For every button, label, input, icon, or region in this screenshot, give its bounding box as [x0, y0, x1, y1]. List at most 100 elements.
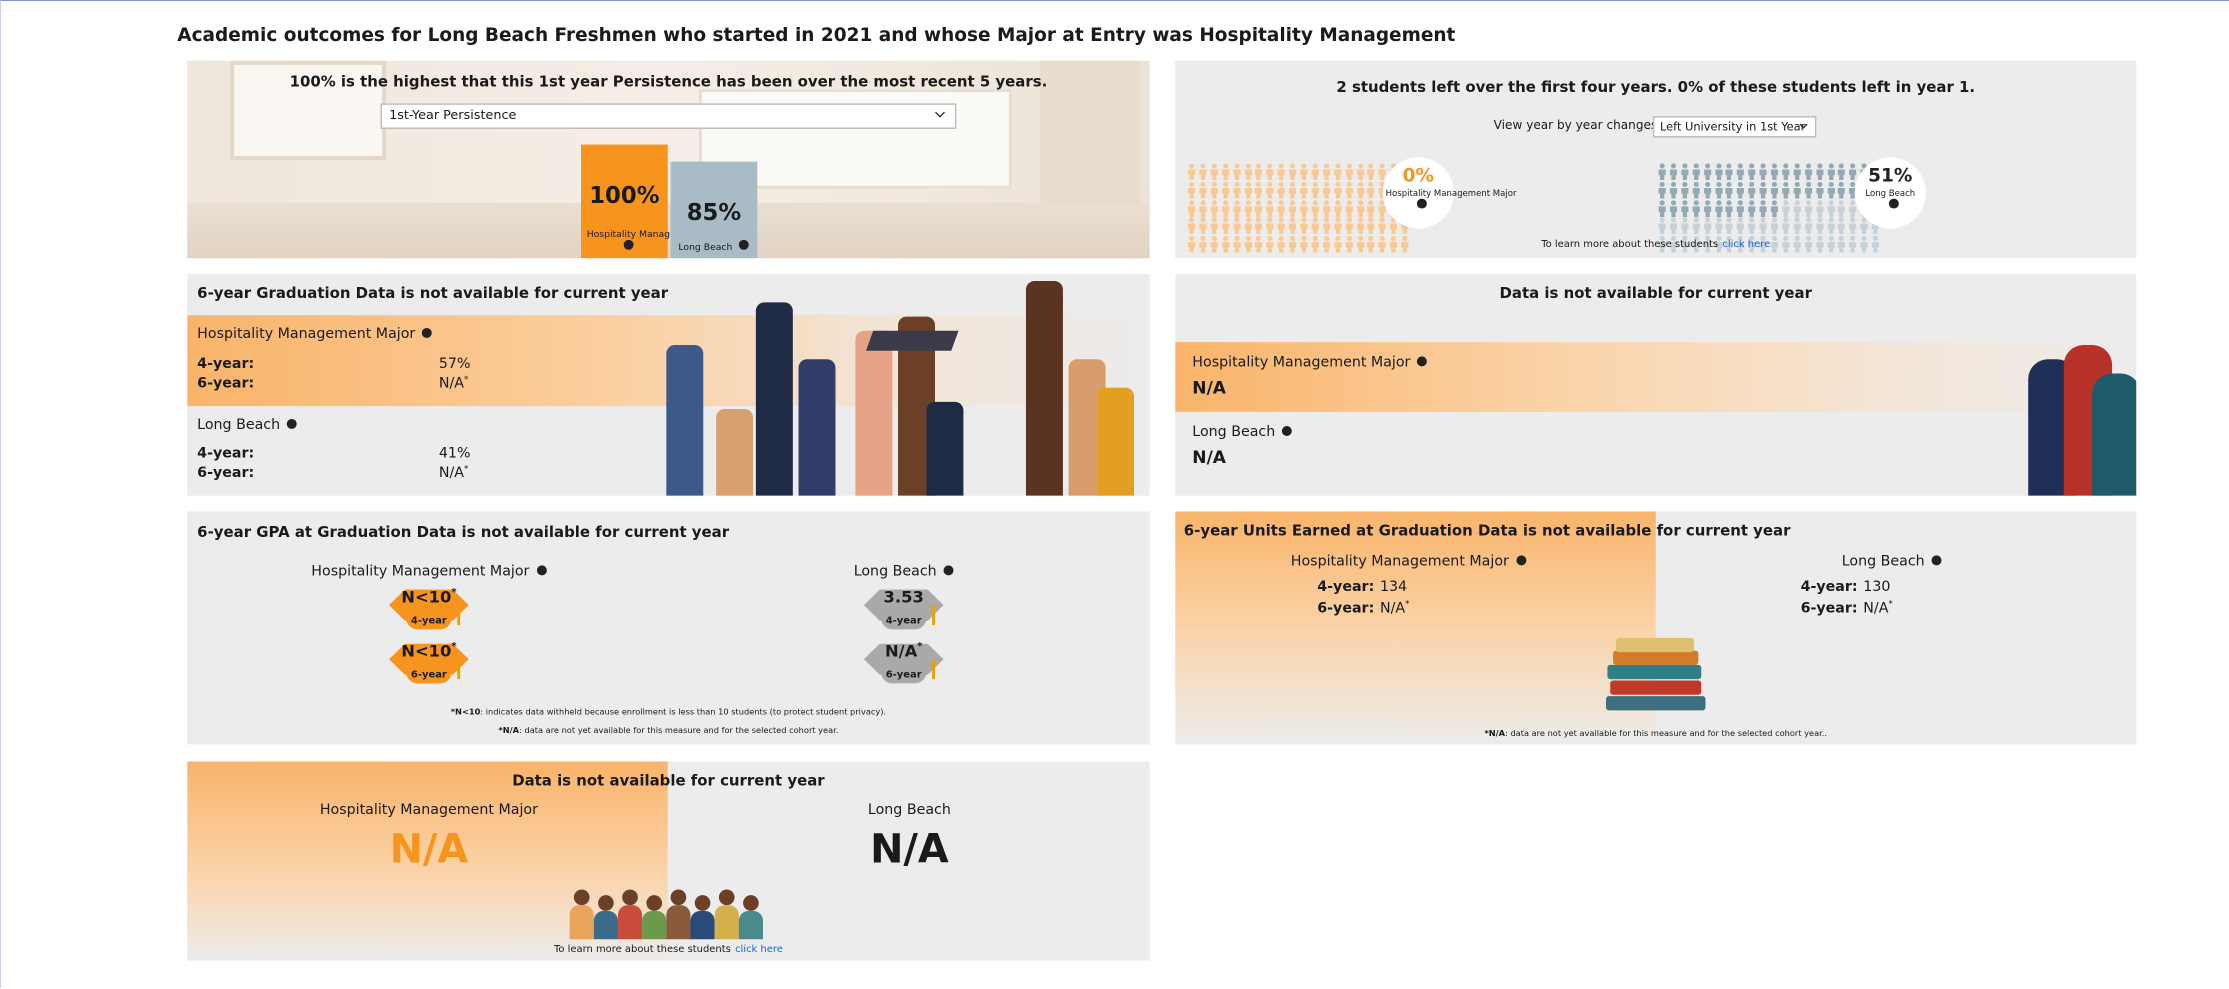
person-icon [1378, 236, 1387, 253]
person-icon [1658, 181, 1666, 199]
person-icon [1232, 199, 1241, 217]
person-icon [1334, 236, 1342, 253]
person-icon [1714, 163, 1722, 181]
person-icon [1244, 236, 1252, 253]
panel: 2 students left over the first four year… [1175, 60, 2137, 259]
person-icon [1300, 163, 1308, 181]
band [1175, 342, 2137, 412]
row-value-text: 57% [438, 356, 471, 373]
cap-year: 4-year [410, 615, 447, 627]
dropdown[interactable]: 1st-Year Persistence [380, 103, 957, 129]
person-icon [1390, 236, 1398, 253]
person-icon [1367, 181, 1375, 199]
person-icon [1748, 236, 1756, 253]
footnote-mark: * [1405, 599, 1410, 609]
person-icon [1759, 217, 1767, 235]
person-icon [1793, 236, 1801, 253]
person-icon [1804, 163, 1812, 181]
person-icon [1692, 181, 1700, 199]
group-value: N/A [1192, 447, 1227, 468]
footnote-term: *N<10 [450, 708, 481, 718]
tassel [457, 605, 461, 626]
band [1175, 511, 1656, 745]
person-icon [1378, 217, 1387, 235]
person-icon [1188, 163, 1196, 181]
person-icon [1804, 217, 1812, 235]
person-icon [1849, 163, 1857, 181]
tassel [457, 659, 461, 680]
cap-base [406, 609, 452, 630]
headline: Data is not available for current year [512, 772, 825, 790]
person-icon [1255, 217, 1263, 235]
person-icon [1692, 163, 1700, 181]
person-icon [1815, 236, 1823, 253]
bar-name-text: Long Beach [678, 241, 733, 253]
dropdown[interactable]: Left University in 1st Year [1652, 116, 1817, 138]
group-name: Hospitality Management Major [197, 327, 433, 342]
row-value-text: N/A [1379, 600, 1406, 617]
person-icon [1860, 236, 1868, 253]
person-icon [1322, 217, 1330, 235]
person-head [573, 889, 590, 906]
person-icon [1221, 181, 1229, 199]
cap-value-text: N/A [884, 640, 918, 661]
footnote-text: : data are not yet available for this me… [519, 727, 839, 736]
footnote-mark: * [917, 640, 923, 653]
row-value-text: N/A [438, 376, 465, 392]
row-value: 130 [1863, 580, 1890, 596]
link[interactable]: click here [735, 943, 783, 955]
panel: Data is not available for current year Ho… [187, 761, 1150, 961]
row-value: N/A* [1863, 600, 1892, 617]
info-icon [1888, 198, 1899, 209]
headline: 6-year Units Earned at Graduation Data i… [1183, 522, 1791, 540]
footnote-term: *N/A [1484, 730, 1506, 739]
headline: 100% is the highest that this 1st year P… [289, 73, 1048, 91]
footnote-mark: * [451, 640, 457, 653]
row-value-text: N/A [438, 465, 465, 482]
group-name-text: Long Beach [1192, 424, 1276, 441]
person-icon [1244, 199, 1252, 217]
person-icon [1658, 199, 1666, 217]
row-value: 41% [439, 446, 471, 462]
person-icon [1793, 163, 1801, 181]
person-icon [1188, 181, 1196, 199]
person-icon [1770, 217, 1778, 235]
person-body [593, 910, 618, 940]
person-icon [1827, 236, 1835, 253]
person-icon [1266, 181, 1274, 199]
person-icon [1356, 181, 1364, 199]
info-icon [943, 565, 954, 576]
person-icon [1692, 199, 1700, 217]
group-name: Long Beach [1192, 424, 1293, 441]
person-icon [1367, 199, 1375, 217]
footnote-term: *N/A [498, 727, 520, 736]
person-icon [1232, 217, 1241, 235]
person-icon [1199, 181, 1207, 199]
person-icon [1244, 217, 1252, 235]
link[interactable]: click here [1722, 238, 1771, 250]
person-icon [1311, 217, 1319, 235]
cap-year: 4-year [885, 615, 922, 627]
footnote-text: : data are not yet available for this me… [1505, 730, 1828, 739]
info-icon [1416, 198, 1427, 209]
person-icon [1367, 236, 1375, 253]
info-icon [287, 418, 298, 429]
group-name-text: Long Beach [1865, 188, 1916, 199]
person-icon [1827, 217, 1835, 235]
person-icon [1221, 217, 1229, 235]
panel: 100% is the highest that this 1st year P… [187, 60, 1150, 259]
person-icon [1300, 236, 1308, 253]
book [1613, 650, 1699, 665]
person-icon [1244, 163, 1252, 181]
illustration [2092, 373, 2137, 496]
info-icon [622, 239, 633, 250]
person-icon [1255, 236, 1263, 253]
illustration [1025, 281, 1063, 496]
person-head [622, 889, 638, 906]
grad-cap: N<10* 6-year [389, 639, 469, 684]
person-icon [1737, 217, 1745, 235]
person-icon [1759, 199, 1767, 217]
person-icon [1345, 163, 1353, 181]
row-label: 4-year: [197, 445, 255, 462]
person-icon [1681, 199, 1689, 217]
